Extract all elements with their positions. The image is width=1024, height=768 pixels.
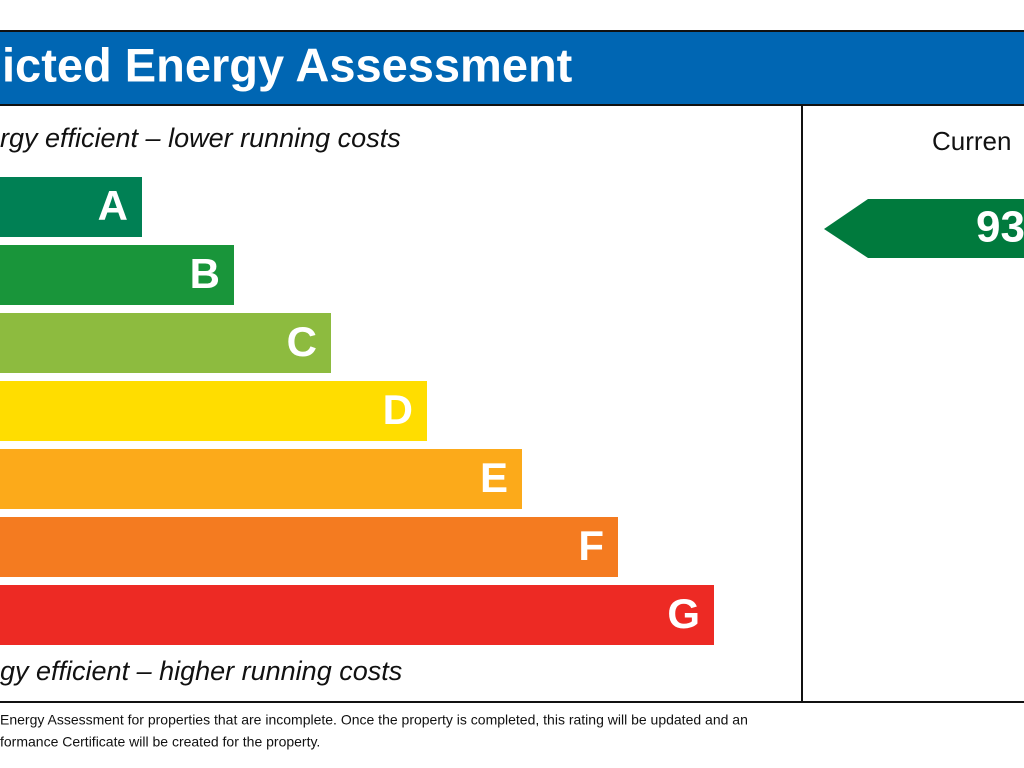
band-bar: [0, 177, 142, 237]
band-bar: [0, 245, 234, 305]
current-arrow: [824, 199, 1024, 258]
footer-line: formance Certificate will be created for…: [0, 734, 320, 750]
band-bar: [0, 449, 522, 509]
band-letter: D: [383, 386, 413, 433]
band-bar: [0, 381, 427, 441]
band-letter: C: [287, 318, 317, 365]
current-rating: 93: [976, 203, 1024, 252]
band-bar: [0, 585, 714, 645]
title: icted Energy Assessment: [2, 38, 573, 91]
band-letter: A: [98, 182, 128, 229]
bottom-label: gy efficient – higher running costs: [0, 656, 402, 686]
footer-line: Energy Assessment for properties that ar…: [0, 712, 748, 728]
current-heading: Curren: [932, 126, 1011, 156]
band-bar: [0, 517, 618, 577]
title-bar: [0, 31, 1024, 105]
band-letter: F: [578, 522, 604, 569]
top-label: rgy efficient – lower running costs: [0, 123, 401, 153]
band-bar: [0, 313, 331, 373]
band-letter: G: [667, 590, 700, 637]
band-letter: B: [190, 250, 220, 297]
band-letter: E: [480, 454, 508, 501]
